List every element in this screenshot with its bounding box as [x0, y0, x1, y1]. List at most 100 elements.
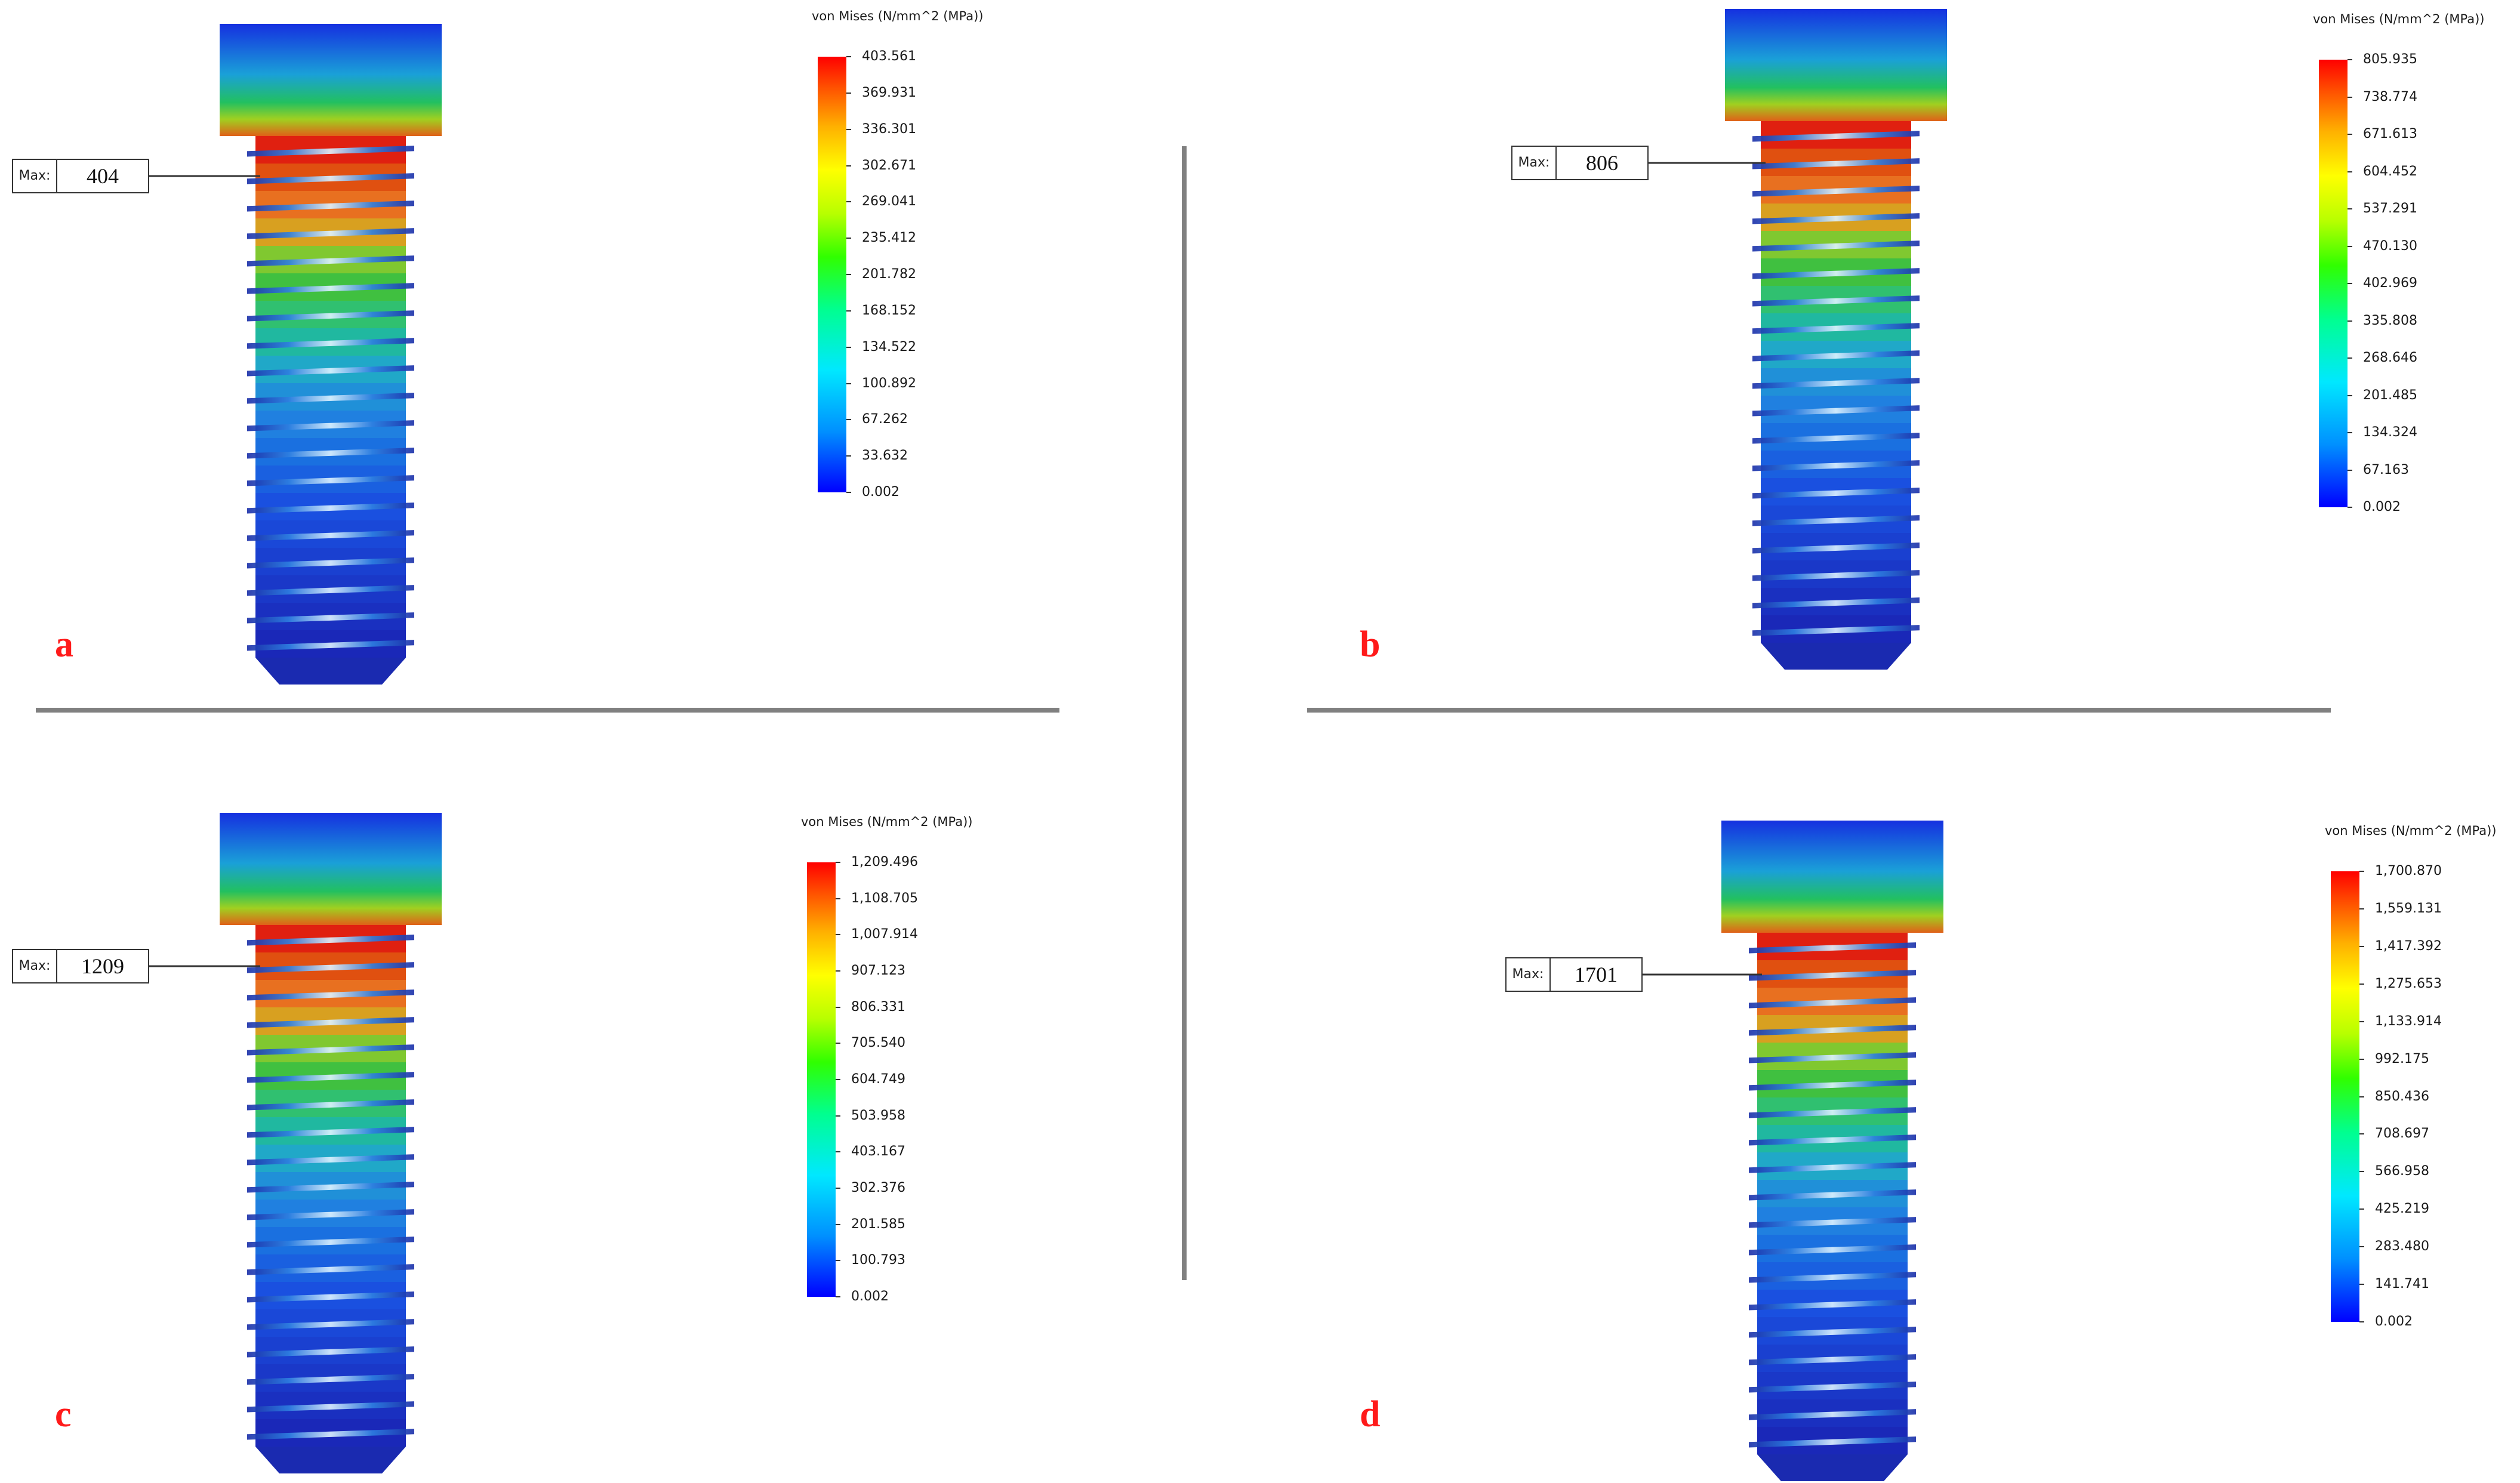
panel-c: von Mises (N/mm^2 (MPa)) 1,209.496 1,108.… [0, 0, 1260, 1473]
thread-crest [1752, 350, 1920, 362]
legend-tick-label: 369.931 [862, 85, 916, 100]
legend-tick [2348, 469, 2352, 471]
thread-crest [247, 502, 414, 514]
legend-tick-label: 850.436 [2375, 1089, 2429, 1104]
thread-crest [1752, 515, 1920, 526]
legend-tick-label: 134.522 [862, 339, 916, 354]
legend-tick-label: 1,275.653 [2375, 976, 2442, 991]
legend-tick-label: 269.041 [862, 194, 916, 209]
legend-tick [2359, 945, 2364, 947]
legend-title: von Mises (N/mm^2 (MPa)) [2325, 824, 2497, 838]
legend-tick [836, 1079, 840, 1080]
thread-crest [247, 1044, 414, 1056]
legend-tick [846, 419, 851, 421]
max-tag: Max: [1512, 147, 1557, 179]
panel-label: d [1360, 1394, 1381, 1435]
legend-tick [846, 56, 851, 57]
legend-tick [2359, 983, 2364, 985]
horizontal-divider-right [1307, 708, 2331, 713]
thread-crest [247, 201, 414, 212]
legend-tick-label: 566.958 [2375, 1164, 2429, 1179]
legend-tick [2359, 1284, 2364, 1285]
legend-tick-label: 402.969 [2363, 276, 2417, 291]
thread-crest [247, 640, 414, 651]
legend-tick-label: 302.671 [862, 158, 916, 173]
thread-crest [1752, 158, 1920, 169]
thread-crest [247, 365, 414, 377]
max-stress-callout: Max: 1209 [12, 949, 149, 983]
screw-tip [1761, 643, 1911, 670]
thread-crest [247, 228, 414, 239]
thread-crest [247, 962, 414, 973]
thread-crest [1749, 997, 1916, 1009]
thread-crest [1752, 213, 1920, 224]
legend-tick-label: 67.163 [2363, 462, 2409, 477]
thread-crest [1752, 433, 1920, 444]
legend-tick [846, 310, 851, 312]
thread-crest [247, 475, 414, 486]
legend-tick-label: 503.958 [851, 1108, 905, 1123]
screw-tip [255, 1447, 406, 1473]
thread-crest [247, 989, 414, 1001]
color-scale-bar [2319, 60, 2348, 507]
legend-tick [836, 1188, 840, 1189]
thread-crest [1752, 405, 1920, 417]
legend-tick-label: 403.561 [862, 49, 916, 64]
vertical-divider [1182, 146, 1187, 1280]
legend-tick [836, 862, 840, 863]
legend-tick-label: 283.480 [2375, 1239, 2429, 1254]
legend-tick-label: 0.002 [2375, 1314, 2413, 1329]
thread-crest [1752, 488, 1920, 499]
legend-tick-label: 0.002 [851, 1289, 889, 1304]
legend-tick-label: 1,417.392 [2375, 938, 2442, 954]
legend-tick [836, 934, 840, 936]
legend-tick-label: 268.646 [2363, 350, 2417, 365]
legend-tick [836, 1223, 840, 1225]
color-scale-bar [818, 57, 846, 492]
thread-crest [247, 935, 414, 946]
legend-tick [2348, 208, 2352, 209]
max-value: 806 [1586, 151, 1618, 175]
legend-tick-label: 100.793 [851, 1253, 905, 1268]
thread-crest [1749, 1080, 1916, 1091]
max-tag: Max: [13, 160, 57, 192]
max-value: 404 [87, 164, 119, 188]
thread-crest [247, 1154, 414, 1166]
legend-tick-label: 806.331 [851, 999, 905, 1015]
legend-tick [2359, 1058, 2364, 1060]
legend-tick [846, 383, 851, 384]
legend-tick [846, 346, 851, 348]
legend-tick [2348, 59, 2352, 60]
legend-tick-label: 705.540 [851, 1035, 905, 1051]
screw-tip [255, 658, 406, 685]
legend-tick [2359, 1133, 2364, 1135]
color-scale-bar [2331, 871, 2359, 1322]
thread-crest [1752, 268, 1920, 279]
thread-crest [1749, 1327, 1916, 1338]
legend-tick-label: 141.741 [2375, 1277, 2429, 1292]
legend-tick-label: 425.219 [2375, 1201, 2429, 1217]
legend-tick [846, 274, 851, 275]
thread-crest [247, 1346, 414, 1358]
max-stress-callout: Max: 404 [12, 159, 149, 193]
legend-tick-label: 708.697 [2375, 1126, 2429, 1142]
screw-head [1725, 9, 1947, 121]
thread-crest [1749, 1272, 1916, 1283]
thread-crest [247, 1291, 414, 1303]
legend-tick-label: 168.152 [862, 303, 916, 318]
legend-tick [846, 238, 851, 239]
legend-tick [846, 492, 851, 493]
thread-crest [247, 448, 414, 459]
legend-tick-label: 336.301 [862, 121, 916, 137]
thread-crest [247, 255, 414, 267]
thread-crest [247, 283, 414, 294]
legend-tick [836, 1151, 840, 1153]
horizontal-divider-left [36, 708, 1059, 713]
legend-tick [2348, 357, 2352, 359]
legend-tick [2348, 394, 2352, 396]
color-scale-bar [807, 862, 836, 1297]
thread-crest [1749, 970, 1916, 981]
thread-crest [1752, 241, 1920, 252]
